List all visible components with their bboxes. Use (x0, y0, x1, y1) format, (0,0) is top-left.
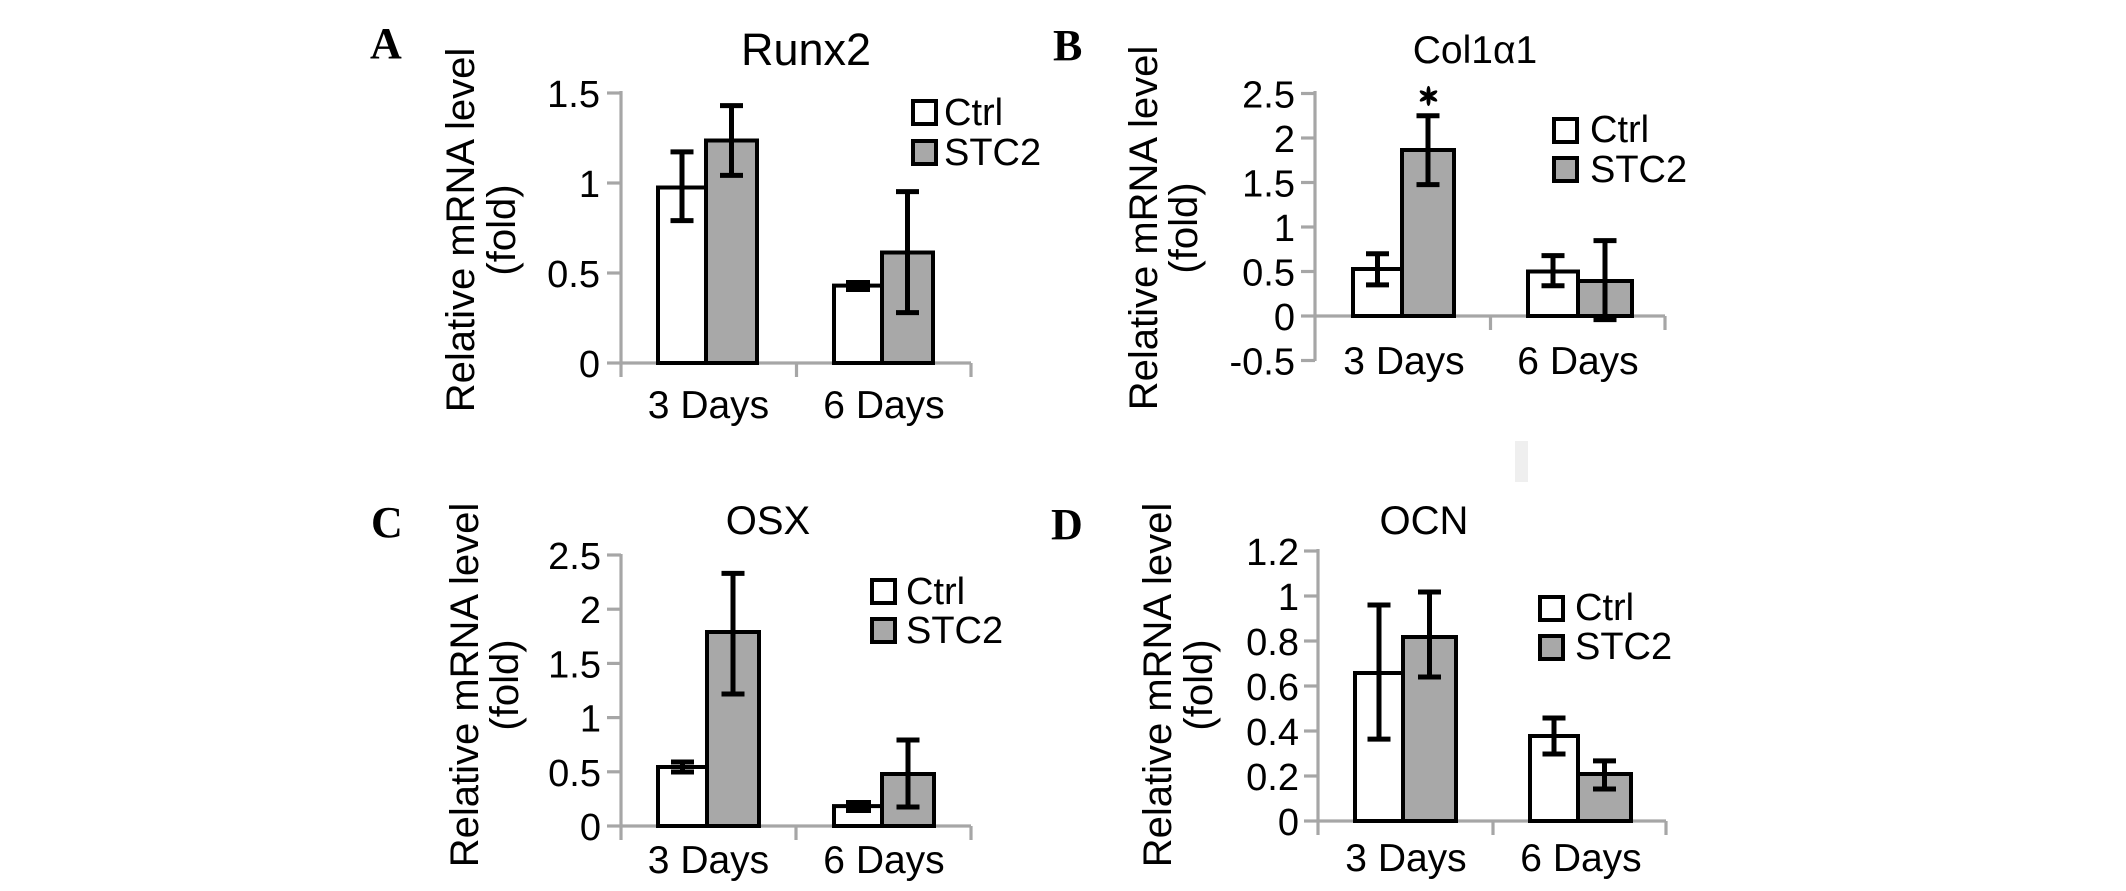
svg-text:1: 1 (1278, 577, 1299, 619)
svg-text:-0.5: -0.5 (1230, 342, 1295, 384)
svg-text:B: B (1053, 21, 1082, 70)
svg-text:1.5: 1.5 (548, 644, 601, 686)
svg-text:0.4: 0.4 (1246, 712, 1299, 754)
svg-text:1: 1 (1274, 208, 1295, 250)
svg-text:Col1α1: Col1α1 (1413, 29, 1537, 72)
svg-text:(fold): (fold) (483, 639, 527, 730)
svg-text:(fold): (fold) (480, 184, 524, 275)
svg-text:2: 2 (580, 590, 601, 632)
svg-text:Relative mRNA level: Relative mRNA level (439, 48, 483, 413)
svg-text:2.5: 2.5 (1242, 75, 1295, 117)
svg-text:STC2: STC2 (1575, 626, 1672, 668)
svg-text:0.6: 0.6 (1246, 667, 1299, 709)
svg-text:Relative mRNA level: Relative mRNA level (1122, 46, 1166, 411)
svg-text:STC2: STC2 (906, 610, 1003, 652)
svg-text:0.8: 0.8 (1246, 622, 1299, 664)
svg-text:Ctrl: Ctrl (1590, 109, 1649, 151)
svg-text:1.5: 1.5 (547, 74, 600, 116)
svg-text:0.5: 0.5 (548, 753, 601, 795)
svg-text:3 Days: 3 Days (1345, 837, 1466, 880)
svg-text:1: 1 (580, 699, 601, 741)
svg-text:0: 0 (1278, 802, 1299, 844)
svg-text:Runx2: Runx2 (741, 24, 871, 75)
svg-text:3 Days: 3 Days (648, 384, 769, 427)
svg-text:C: C (371, 498, 403, 547)
svg-text:6 Days: 6 Days (1520, 837, 1641, 880)
svg-text:(fold): (fold) (1177, 639, 1221, 730)
svg-text:1: 1 (579, 164, 600, 206)
svg-text:1.2: 1.2 (1246, 532, 1299, 574)
svg-text:2: 2 (1274, 119, 1295, 161)
svg-text:6 Days: 6 Days (823, 384, 944, 427)
svg-text:3 Days: 3 Days (1343, 340, 1464, 383)
svg-text:6 Days: 6 Days (1517, 340, 1638, 383)
svg-text:1.5: 1.5 (1242, 164, 1295, 206)
svg-text:OSX: OSX (726, 499, 810, 543)
svg-text:0: 0 (1274, 297, 1295, 339)
svg-text:Relative mRNA level: Relative mRNA level (443, 503, 487, 868)
svg-text:0.5: 0.5 (1242, 253, 1295, 295)
svg-text:Ctrl: Ctrl (944, 92, 1003, 134)
svg-text:STC2: STC2 (1590, 149, 1687, 191)
svg-text:(fold): (fold) (1162, 182, 1206, 273)
svg-text:0: 0 (580, 807, 601, 849)
svg-text:0.2: 0.2 (1246, 757, 1299, 799)
svg-text:0: 0 (579, 344, 600, 386)
svg-text:OCN: OCN (1380, 499, 1469, 543)
svg-text:0.5: 0.5 (547, 254, 600, 296)
svg-text:6 Days: 6 Days (823, 839, 944, 882)
svg-text:Ctrl: Ctrl (1575, 587, 1634, 629)
svg-text:STC2: STC2 (944, 132, 1041, 174)
svg-text:3 Days: 3 Days (648, 839, 769, 882)
svg-text:D: D (1051, 500, 1083, 549)
svg-text:A: A (370, 19, 402, 68)
svg-text:Relative mRNA level: Relative mRNA level (1136, 503, 1180, 868)
svg-text:2.5: 2.5 (548, 536, 601, 578)
svg-text:Ctrl: Ctrl (906, 571, 965, 613)
